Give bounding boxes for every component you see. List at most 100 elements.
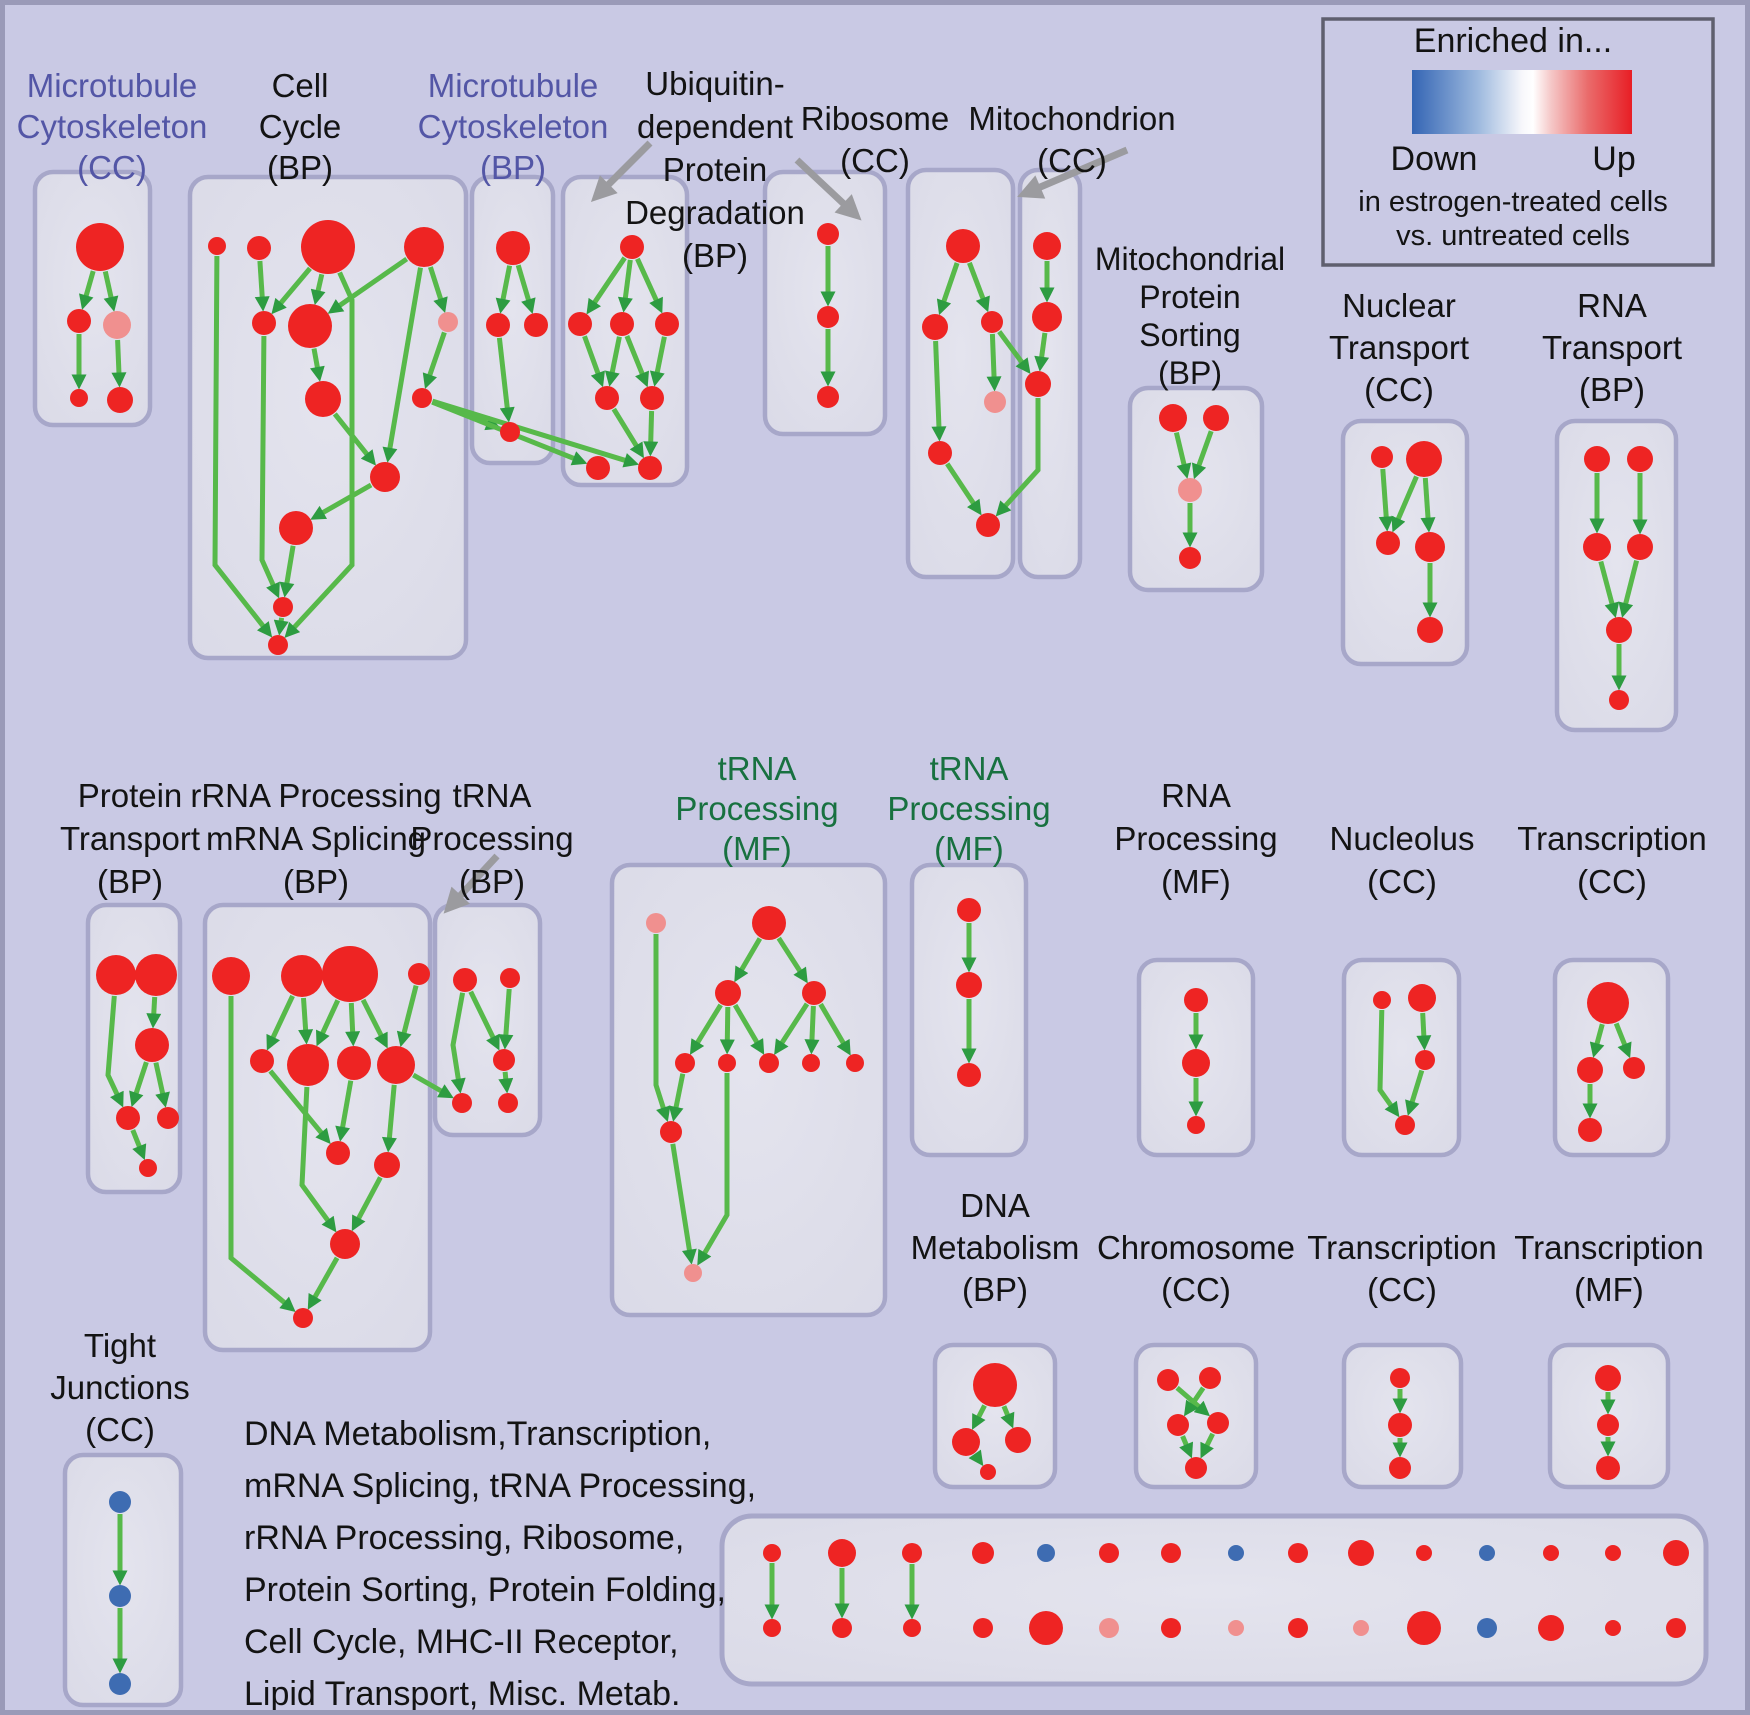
label-rna-mf-line1: Processing	[1114, 820, 1277, 857]
label-mt-bp-line1: Cytoskeleton	[418, 108, 609, 145]
node-summary-top-14	[1663, 1540, 1689, 1566]
node-summary-top-1	[828, 1539, 856, 1567]
node-dna-met-0	[973, 1363, 1017, 1407]
edge-nuclear-transport-2	[1420, 477, 1436, 533]
node-mito-sort-1	[1203, 405, 1229, 431]
label-mt-cc-line2: (CC)	[77, 149, 147, 186]
legend-context-line2: vs. untreated cells	[1396, 220, 1630, 252]
node-summary-top-7	[1228, 1545, 1244, 1561]
label-mt-cc-line1: Cytoskeleton	[17, 108, 208, 145]
edge-dna-met-0	[972, 1404, 987, 1430]
edge-ubiq-tree-5	[624, 335, 649, 388]
label-ribosome-line0: Ribosome	[801, 100, 950, 137]
label-mito-sort-line3: (BP)	[1158, 355, 1222, 391]
node-ubiq-tree-1	[568, 312, 592, 336]
node-chromosome-2	[1167, 1414, 1189, 1436]
edge-trna-mf-1-2	[689, 1003, 723, 1055]
label-ubiq-tree-line2: Protein	[663, 151, 768, 188]
label-trna-mf-1-line0: tRNA	[718, 750, 797, 787]
node-transcription-cc-mid-0	[1587, 982, 1629, 1024]
label-rna-mf-line2: (MF)	[1161, 863, 1231, 900]
label-trna-mf-1-line2: (MF)	[722, 830, 792, 867]
node-rna-mf-0	[1184, 988, 1208, 1012]
node-trna-mf-1-5	[718, 1054, 736, 1072]
node-summary-bottom-0	[763, 1619, 781, 1637]
edge-protein-transport-4	[105, 995, 124, 1108]
edge-mt-cc-3	[111, 339, 127, 388]
edge-trna-bp-0	[468, 990, 500, 1051]
edge-ubiq-tree-2	[635, 257, 663, 314]
node-summary-top-11	[1479, 1545, 1495, 1561]
edge-ubiq-tree-7	[611, 407, 644, 459]
label-mt-bp-line0: Microtubule	[428, 67, 599, 104]
edge-mt-bp-2	[496, 337, 515, 423]
label-chromosome-line0: Chromosome	[1097, 1229, 1295, 1266]
node-trna-mf-1-1	[752, 906, 786, 940]
node-chromosome-3	[1207, 1412, 1229, 1434]
label-trna-bp-line2: (BP)	[459, 863, 525, 900]
edge-rrna-7	[335, 1080, 354, 1142]
label-mito-sort-line0: Mitochondrial	[1095, 241, 1285, 277]
edge-cell-cycle-0	[254, 260, 270, 312]
node-trna-mf-1-3	[802, 981, 826, 1005]
label-ubiq-tree-line1: dependent	[637, 108, 793, 145]
node-summary-bottom-7	[1228, 1620, 1244, 1636]
node-trna-bp-0	[453, 968, 477, 992]
node-rna-mf-2	[1187, 1116, 1205, 1134]
node-nucleolus-1	[1408, 984, 1436, 1012]
node-summary-bottom-1	[832, 1618, 852, 1638]
node-ribosome-0	[946, 229, 980, 263]
node-rna-transport-2	[1583, 533, 1611, 561]
edge-trna-mf-1-0	[734, 937, 763, 983]
edge-trna-mf-1-4	[732, 1003, 765, 1055]
node-trna-mf-1-6	[759, 1053, 779, 1073]
node-summary-bottom-5	[1099, 1618, 1119, 1638]
node-transcription-mf-0	[1595, 1365, 1621, 1391]
edge-rna-transport-2	[1598, 560, 1620, 618]
edge-ribosome-4	[945, 462, 982, 516]
node-rrna-9	[374, 1152, 400, 1178]
label-cell-cycle-line1: Cycle	[259, 108, 342, 145]
node-mt-cc-1	[67, 309, 91, 333]
edge-trna-bp-3	[450, 992, 466, 1094]
node-cell-cycle-2	[301, 220, 355, 274]
box-mt-cc	[32, 169, 153, 428]
node-ribosome-1	[922, 314, 948, 340]
label-rrna-line2: (BP)	[283, 863, 349, 900]
node-summary-top-8	[1288, 1543, 1308, 1563]
node-rrna-8	[326, 1141, 350, 1165]
edge-cell-cycle-4	[428, 266, 448, 313]
label-dna-met-line1: Metabolism	[911, 1229, 1080, 1266]
box-rna-transport	[1554, 418, 1679, 733]
node-nuclear-transport-2	[1376, 531, 1400, 555]
edge-rrna-3	[345, 1002, 361, 1047]
label-mito-sort-line1: Protein	[1139, 279, 1240, 315]
summary-note-line5: Lipid Transport, Misc. Metab.	[244, 1675, 681, 1713]
edge-dna-met-2	[968, 1449, 984, 1467]
node-cell-cycle-0	[208, 237, 226, 255]
summary-note-line3: Protein Sorting, Protein Folding,	[244, 1571, 726, 1609]
node-ribosome-3	[984, 391, 1006, 413]
label-cell-cycle-line0: Cell	[272, 67, 329, 104]
label-rrna-line1: mRNA Splicing	[206, 820, 426, 857]
label-trna-mf-2-line2: (MF)	[934, 830, 1004, 867]
label-tight-junctions-line0: Tight	[84, 1327, 156, 1364]
node-ubiq-tree-3	[655, 312, 679, 336]
pointer-arrow-0	[590, 140, 653, 203]
node-rrna-0	[212, 957, 250, 995]
label-mitochondrion-line0: Mitochondrion	[968, 100, 1175, 137]
node-cell-cycle-1	[247, 236, 271, 260]
edge-trna-bp-1	[498, 988, 514, 1050]
legend-gradient-bar	[1412, 70, 1632, 134]
summary-note-line2: rRNA Processing, Ribosome,	[244, 1519, 684, 1557]
edge-mt-cc-1	[102, 270, 119, 312]
node-mito-sort-0	[1159, 404, 1187, 432]
edge-rrna-10	[307, 1256, 340, 1310]
node-mt-bp-1	[486, 313, 510, 337]
edge-cell-cycle-7	[422, 331, 447, 389]
edge-rrna-8	[381, 1084, 397, 1153]
node-mt-cc-3	[70, 389, 88, 407]
node-mt-cc-4	[107, 387, 133, 413]
edge-rrna-1	[298, 997, 314, 1045]
